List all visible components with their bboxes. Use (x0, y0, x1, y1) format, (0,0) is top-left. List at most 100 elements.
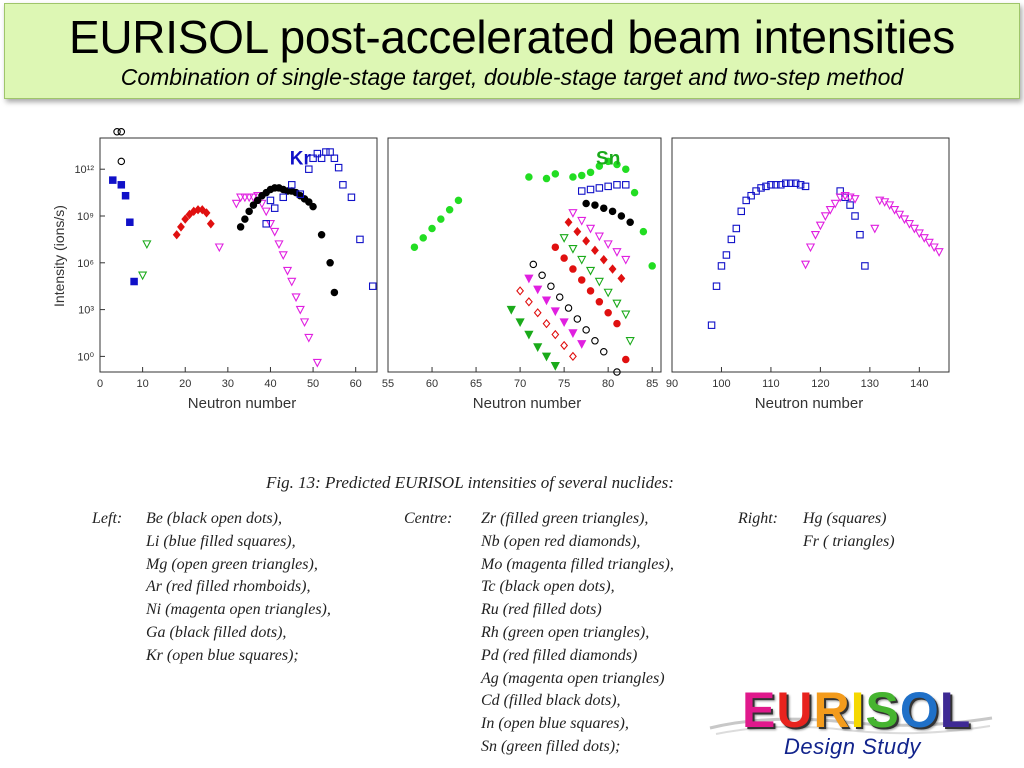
data-point (727, 235, 736, 244)
data-point (317, 154, 326, 163)
data-point (339, 181, 347, 189)
x-tick-label: 10 (136, 378, 148, 390)
data-point (772, 181, 780, 189)
data-point (299, 318, 310, 328)
caption-centre-item: Sn (green filled dots); (481, 737, 621, 755)
data-point (846, 201, 854, 209)
data-point (608, 264, 617, 274)
data-point (305, 198, 313, 206)
data-point (568, 245, 578, 254)
data-point (577, 171, 586, 180)
logo-letter: R (813, 682, 851, 738)
y-tick-label: 10³ (78, 305, 94, 317)
caption-right-list: Hg (squares) Fr ( triangles) (803, 508, 895, 554)
data-point (541, 296, 552, 306)
data-point (796, 181, 805, 189)
data-point (810, 230, 821, 240)
data-point (591, 337, 599, 345)
data-point (613, 181, 621, 189)
data-point (604, 308, 612, 317)
data-point (603, 288, 613, 298)
data-point (274, 240, 284, 250)
data-point (899, 215, 910, 225)
data-point (313, 149, 322, 158)
data-point (109, 176, 117, 184)
x-tick-label: 55 (382, 378, 394, 390)
data-point (231, 199, 241, 209)
data-point (516, 286, 525, 296)
data-point (742, 196, 750, 205)
logo-swoosh (709, 716, 993, 735)
x-tick-label: 100 (712, 378, 730, 390)
data-point (130, 277, 138, 286)
data-point (707, 321, 716, 329)
data-point (515, 318, 525, 328)
data-point (712, 282, 721, 290)
x-tick-label: 65 (470, 378, 482, 390)
caption-centre-item: Pd (red filled diamonds) (481, 646, 638, 664)
data-point (330, 288, 339, 297)
data-point (885, 201, 895, 211)
data-point (262, 220, 270, 228)
data-point (904, 220, 915, 229)
data-point (330, 154, 339, 163)
caption-centre-list: Zr (filled green triangles), Nb (open red… (481, 508, 674, 759)
x-tick-label: 60 (350, 378, 362, 390)
logo-letter: U (776, 682, 814, 738)
data-point (296, 190, 305, 198)
caption-left-list: Be (black open dots), Li (blue filled squ… (146, 508, 331, 668)
data-point (737, 207, 745, 216)
x-tick-label: 140 (910, 378, 928, 390)
plot-frame (387, 137, 662, 373)
data-point (177, 222, 185, 232)
data-point (326, 259, 334, 267)
data-point (437, 215, 445, 223)
data-point (312, 358, 322, 368)
data-point (551, 329, 560, 340)
data-point (568, 329, 578, 338)
caption-centre-label: Centre: (404, 510, 453, 527)
data-point (568, 209, 578, 218)
data-point (542, 174, 551, 183)
chart-annotation: Kr (290, 149, 312, 170)
data-point (524, 330, 534, 340)
data-point (559, 318, 569, 328)
data-point (214, 243, 224, 253)
data-point (506, 305, 516, 315)
data-point (419, 234, 427, 242)
data-point (805, 243, 816, 253)
data-point (639, 227, 648, 236)
data-point (569, 265, 577, 273)
data-point (586, 168, 595, 177)
data-point (555, 293, 564, 301)
logo-letter: E (742, 682, 777, 738)
data-point (604, 182, 612, 191)
data-point (924, 238, 934, 248)
data-point (569, 173, 577, 181)
data-point (914, 229, 924, 239)
caption-centre-item: In (open blue squares), (481, 715, 629, 733)
data-point (117, 157, 126, 166)
data-point (613, 368, 621, 376)
caption-centre-item: Ag (magenta open triangles) (481, 669, 665, 687)
data-point (625, 337, 635, 346)
caption-left-item: Kr (open blue squares); (146, 646, 299, 664)
data-point (622, 165, 630, 173)
data-point (172, 230, 181, 240)
data-point (347, 193, 356, 202)
data-point (622, 355, 630, 364)
data-point (309, 154, 317, 163)
x-tick-label: 90 (666, 378, 678, 390)
data-point (525, 173, 533, 181)
data-point (454, 196, 463, 205)
data-point (594, 232, 604, 242)
data-point (835, 193, 845, 203)
slide-subtitle: Combination of single-stage target, doub… (120, 64, 904, 90)
data-point (617, 273, 626, 284)
data-point (648, 262, 656, 270)
data-point (551, 170, 560, 178)
data-point (538, 271, 546, 280)
data-point (612, 299, 622, 309)
caption-left-item: Li (blue filled squares), (146, 532, 296, 550)
data-point (800, 260, 811, 270)
